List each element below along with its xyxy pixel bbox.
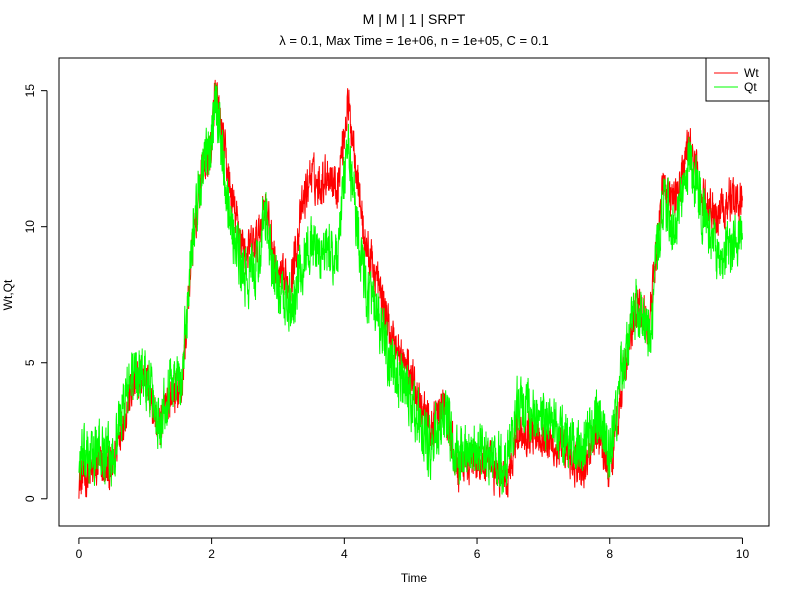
x-tick-label: 2 (208, 547, 215, 561)
y-tick-label: 5 (23, 359, 37, 366)
x-tick-label: 8 (606, 547, 613, 561)
axes: 0 2 4 6 8 10 0 5 10 15 (23, 57, 770, 561)
x-tick-label: 6 (474, 547, 481, 561)
y-axis-label: Wt,Qt (1, 279, 15, 310)
x-axis-label: Time (401, 571, 428, 585)
x-tick-label: 4 (341, 547, 348, 561)
legend-label-wt: Wt (744, 66, 759, 80)
y-tick-label: 10 (23, 220, 37, 234)
x-tick-label: 0 (76, 547, 83, 561)
y-tick-label: 0 (23, 495, 37, 502)
series-line-qt (78, 83, 743, 495)
plot-frame (58, 57, 770, 527)
x-tick-label: 10 (736, 547, 750, 561)
legend-label-qt: Qt (744, 80, 757, 94)
y-tick-label: 15 (23, 84, 37, 98)
chart-title: M | M | 1 | SRPT (363, 11, 466, 27)
plot-area (78, 79, 743, 499)
chart-subtitle: λ = 0.1, Max Time = 1e+06, n = 1e+05, C … (279, 33, 549, 48)
legend-box (705, 57, 770, 102)
